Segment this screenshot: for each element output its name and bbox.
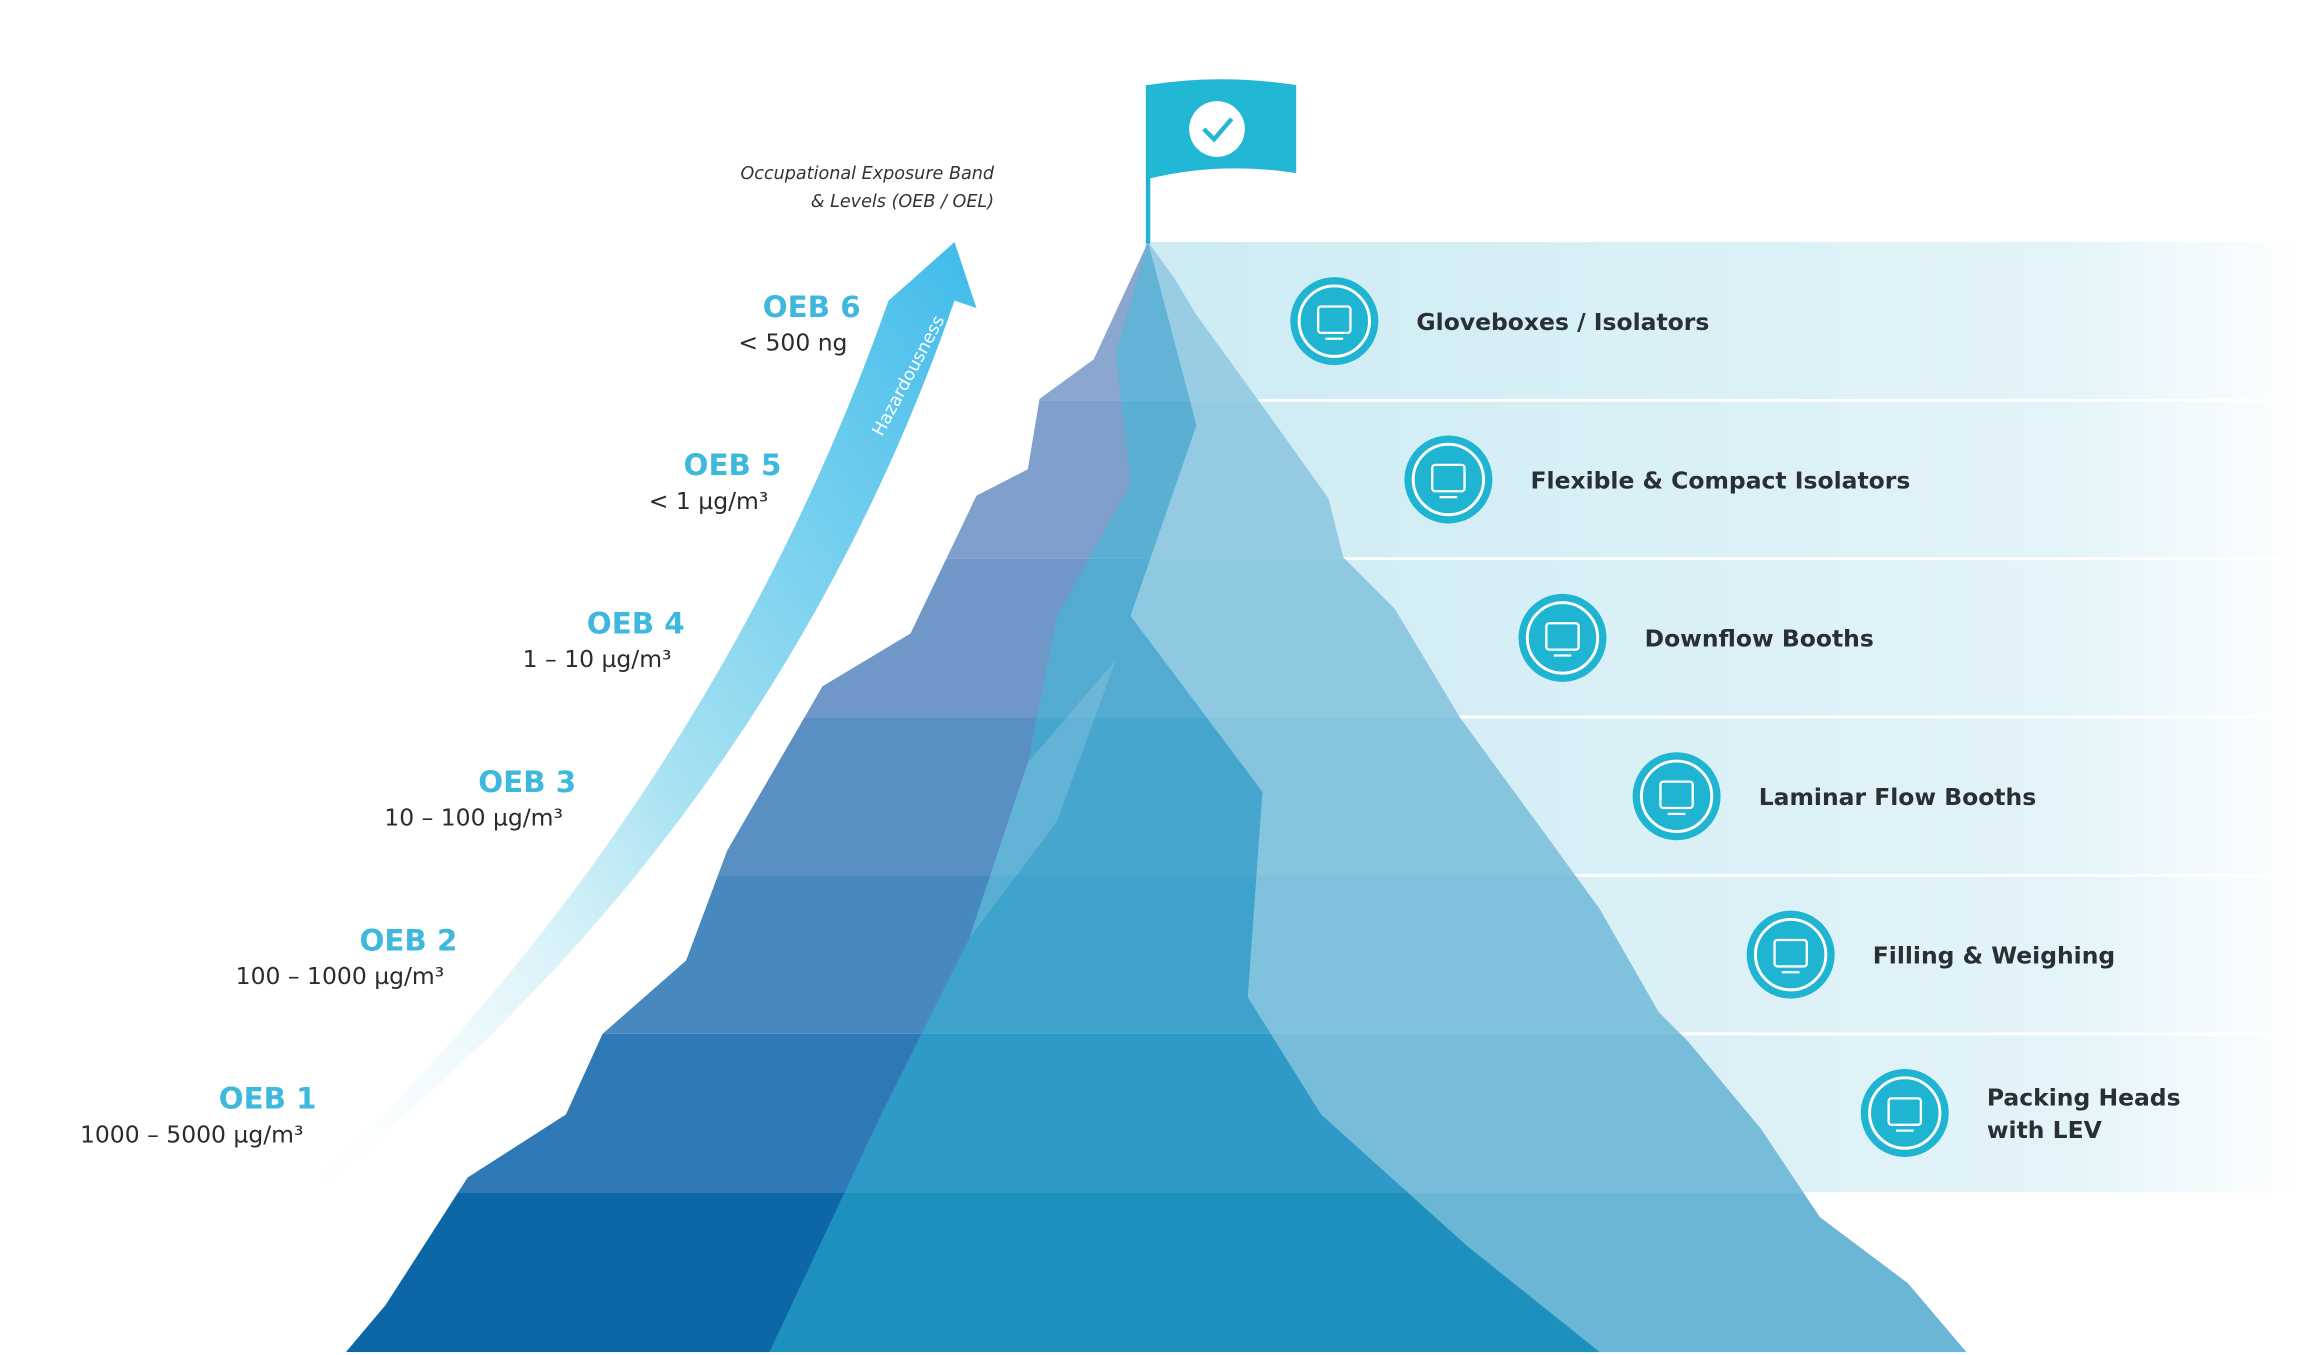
solution-label: with LEV xyxy=(1987,1116,2103,1144)
icon-circle xyxy=(1860,1069,1949,1158)
icon-glyph xyxy=(1773,938,1808,968)
level-name: OEB 6 xyxy=(763,290,861,324)
icon-glyph xyxy=(1887,1097,1923,1126)
icon-ring xyxy=(1297,284,1371,358)
solution-label: Flexible & Compact Isolators xyxy=(1531,466,1911,494)
level-name: OEB 1 xyxy=(219,1082,317,1116)
solution-icon xyxy=(1746,910,1835,999)
level-range: 100 – 1000 µg/m³ xyxy=(236,962,445,990)
icon-circle xyxy=(1746,910,1835,999)
axis-label: Occupational Exposure Band xyxy=(740,164,994,184)
level-range: 10 – 100 µg/m³ xyxy=(384,804,563,832)
level-name: OEB 4 xyxy=(587,607,685,641)
level-name: OEB 2 xyxy=(359,923,457,957)
hazard-arrow xyxy=(279,241,977,1218)
solution-icon xyxy=(1518,593,1607,682)
levels: OEB 6 < 500 ng OEB 5 < 1 µg/m³ OEB 4 1 – 10 µ… xyxy=(80,290,861,1149)
level-range: 1 – 10 µg/m³ xyxy=(523,645,672,673)
icon-circle xyxy=(1404,435,1493,524)
level-name: OEB 3 xyxy=(478,765,576,799)
solution-label: Packing Heads xyxy=(1987,1084,2181,1112)
axis-label: & Levels (OEB / OEL) xyxy=(811,192,994,212)
icon-glyph xyxy=(1431,463,1466,493)
level-range: 1000 – 5000 µg/m³ xyxy=(80,1120,303,1148)
icon-glyph xyxy=(1317,305,1352,335)
solution-icon xyxy=(1632,752,1721,841)
icon-circle xyxy=(1518,593,1607,682)
level-range: < 500 ng xyxy=(738,328,847,356)
icon-glyph xyxy=(1659,780,1694,810)
level-range: < 1 µg/m³ xyxy=(649,487,768,515)
icon-ring xyxy=(1754,917,1828,992)
icon-circle xyxy=(1632,752,1721,841)
solution-label: Gloveboxes / Isolators xyxy=(1416,308,1709,336)
solutions: Gloveboxes / Isolators Flexible & Compact… xyxy=(1290,277,2181,1158)
solution-label: Laminar Flow Booths xyxy=(1759,783,2036,811)
icon-glyph xyxy=(1545,622,1580,651)
icon-ring xyxy=(1411,442,1486,517)
solution-icon xyxy=(1404,435,1493,524)
icon-ring xyxy=(1525,601,1600,675)
flag xyxy=(1145,79,1297,244)
icon-ring xyxy=(1868,1076,1942,1150)
level-name: OEB 5 xyxy=(684,448,782,482)
icon-ring xyxy=(1639,759,1714,833)
solution-icon xyxy=(1290,277,1379,366)
icon-circle xyxy=(1290,277,1379,366)
solution-label: Filling & Weighing xyxy=(1873,941,2115,969)
solution-label: Downflow Booths xyxy=(1645,625,1874,653)
solution-icon xyxy=(1860,1069,1949,1158)
